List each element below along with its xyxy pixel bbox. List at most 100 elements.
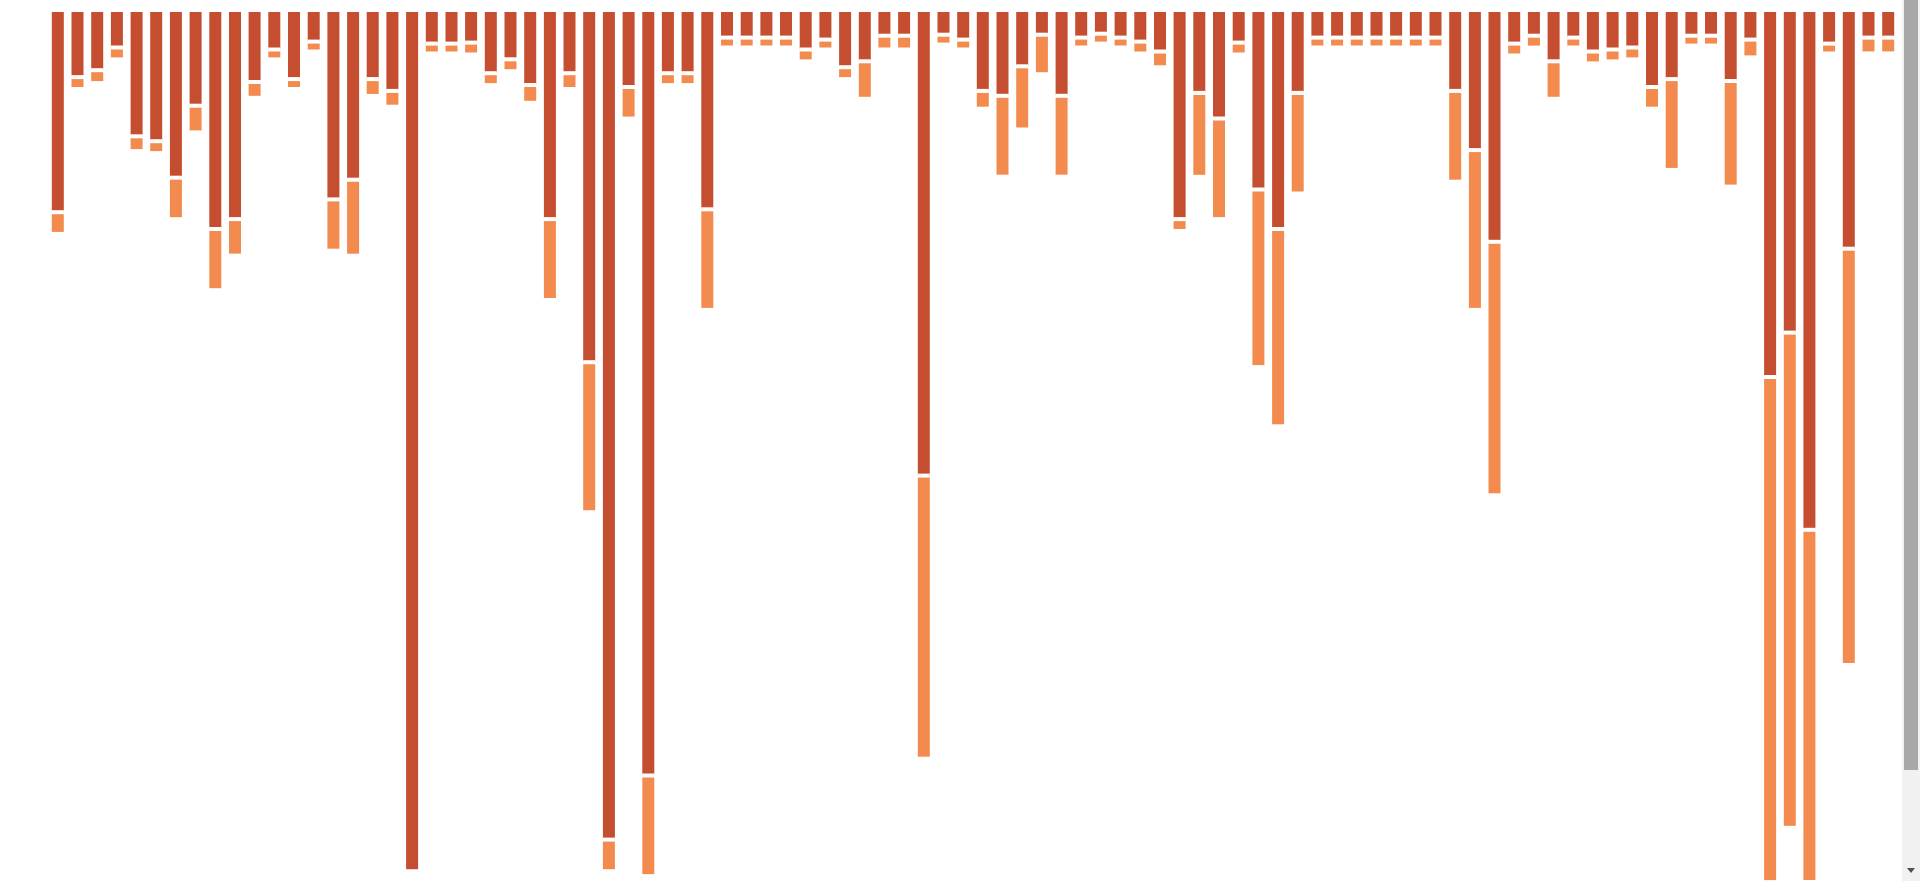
bar-segment-gap [780, 35, 792, 40]
bar-segment-secondary [1626, 49, 1639, 58]
bar-segment-primary [288, 12, 300, 80]
bar-segment-gap [209, 227, 222, 231]
bar-segment-secondary [1862, 39, 1875, 52]
bar-segment-gap [71, 75, 84, 80]
bar-segment-gap [957, 37, 970, 42]
bar-segment-gap [1114, 35, 1127, 40]
bar-segment-gap [91, 68, 104, 73]
bar-segment-primary [1803, 12, 1816, 530]
bar-segment-gap [1744, 37, 1757, 42]
bar-segment-secondary [1173, 221, 1186, 229]
bar-segment-gap [701, 207, 714, 212]
bar-segment-primary [917, 12, 930, 476]
bar-segment-primary [1213, 12, 1225, 119]
bar-segment-secondary [327, 201, 340, 249]
bar-segment-secondary [1350, 39, 1363, 46]
bar-segment-gap [1350, 35, 1363, 40]
bar-segment-primary [1173, 12, 1186, 220]
bar-segment-primary [799, 12, 812, 50]
bar-segment-gap [1252, 187, 1265, 192]
bar-segment-gap [1646, 85, 1658, 89]
bar-segment-gap [642, 773, 655, 778]
bar-segment-secondary [642, 777, 655, 875]
bar-segment-primary [1567, 12, 1580, 38]
bar-segment-primary [1547, 12, 1560, 62]
bar-segment-primary [1055, 12, 1068, 96]
bar-segment-gap [386, 88, 399, 93]
bar-segment-secondary [465, 44, 478, 53]
bar-segment-gap [1272, 227, 1285, 231]
bar-segment-primary [1488, 12, 1501, 242]
bar-segment-secondary [996, 97, 1009, 175]
bar-segment-secondary [1567, 39, 1580, 46]
scrollbar-thumb[interactable] [1904, 0, 1918, 770]
bar-segment-secondary [1744, 41, 1757, 56]
bar-segment-secondary [976, 92, 989, 107]
bar-segment-primary [1468, 12, 1481, 151]
bar-segment-gap [1842, 246, 1855, 251]
bar-segment-gap [110, 45, 123, 50]
bar-segment-primary [1350, 12, 1363, 38]
bar-segment-secondary [957, 41, 970, 48]
bar-segment-gap [1094, 31, 1107, 36]
bar-segment-primary [760, 12, 773, 38]
bar-segment-primary [1665, 12, 1678, 80]
bar-segment-primary [229, 12, 241, 220]
bar-segment-secondary [288, 81, 300, 87]
bar-segment-primary [484, 12, 497, 74]
bar-segment-primary [819, 12, 832, 40]
bar-segment-gap [1311, 35, 1324, 40]
bar-segment-gap [1724, 79, 1737, 83]
bar-segment-secondary [189, 107, 202, 131]
bar-segment-secondary [799, 51, 812, 60]
bar-segment-primary [406, 12, 419, 870]
bar-segment-secondary [917, 477, 930, 757]
bar-segment-primary [1646, 12, 1658, 87]
bar-segment-gap [1370, 35, 1383, 40]
bar-segment-secondary [1764, 379, 1777, 881]
bar-segment-gap [1055, 93, 1068, 98]
bar-segment-primary [347, 12, 360, 180]
bar-segment-gap [1016, 64, 1029, 69]
bar-segment-primary [386, 12, 399, 91]
bar-segment-secondary [268, 51, 281, 58]
bar-segment-secondary [1311, 39, 1324, 46]
bar-segment-gap [504, 57, 517, 62]
bar-segment-primary [976, 12, 989, 91]
bar-segment-gap [622, 85, 635, 89]
scroll-down-arrow-icon[interactable] [1907, 868, 1915, 873]
bar-segment-primary [780, 12, 792, 38]
bar-segment-secondary [858, 63, 871, 97]
bar-segment-secondary [1527, 37, 1540, 46]
bar-segment-gap [1626, 45, 1639, 50]
bar-segment-primary [1252, 12, 1265, 190]
bar-segment-gap [1488, 239, 1501, 244]
bar-segment-gap [327, 197, 340, 202]
bar-segment-gap [1429, 35, 1442, 40]
bar-segment-gap [524, 83, 537, 87]
bar-segment-primary [71, 12, 84, 78]
bar-segment-secondary [91, 72, 104, 82]
bar-segment-primary [1705, 12, 1717, 36]
bar-segment-secondary [347, 181, 360, 254]
bar-segment-primary [1862, 12, 1875, 38]
bar-segment-gap [1075, 35, 1088, 40]
bar-segment-gap [1390, 35, 1403, 40]
bar-segment-secondary [386, 92, 399, 105]
bar-segment-primary [1823, 12, 1836, 44]
bar-segment-primary [1390, 12, 1403, 38]
bar-segment-gap [51, 210, 64, 215]
bar-segment-gap [1823, 41, 1836, 46]
bar-segment-primary [1744, 12, 1757, 40]
bar-segment-secondary [1035, 36, 1048, 73]
bar-segment-primary [1508, 12, 1521, 44]
bar-segment-primary [307, 12, 320, 42]
bar-segment-gap [1291, 90, 1304, 95]
bar-segment-secondary [1882, 39, 1895, 52]
bar-segment-secondary [1724, 83, 1737, 185]
bar-segment-secondary [425, 45, 438, 52]
bar-segment-primary [1449, 12, 1462, 91]
bar-segment-primary [1783, 12, 1796, 333]
bar-segment-secondary [878, 37, 891, 48]
bar-segment-gap [1586, 49, 1599, 54]
